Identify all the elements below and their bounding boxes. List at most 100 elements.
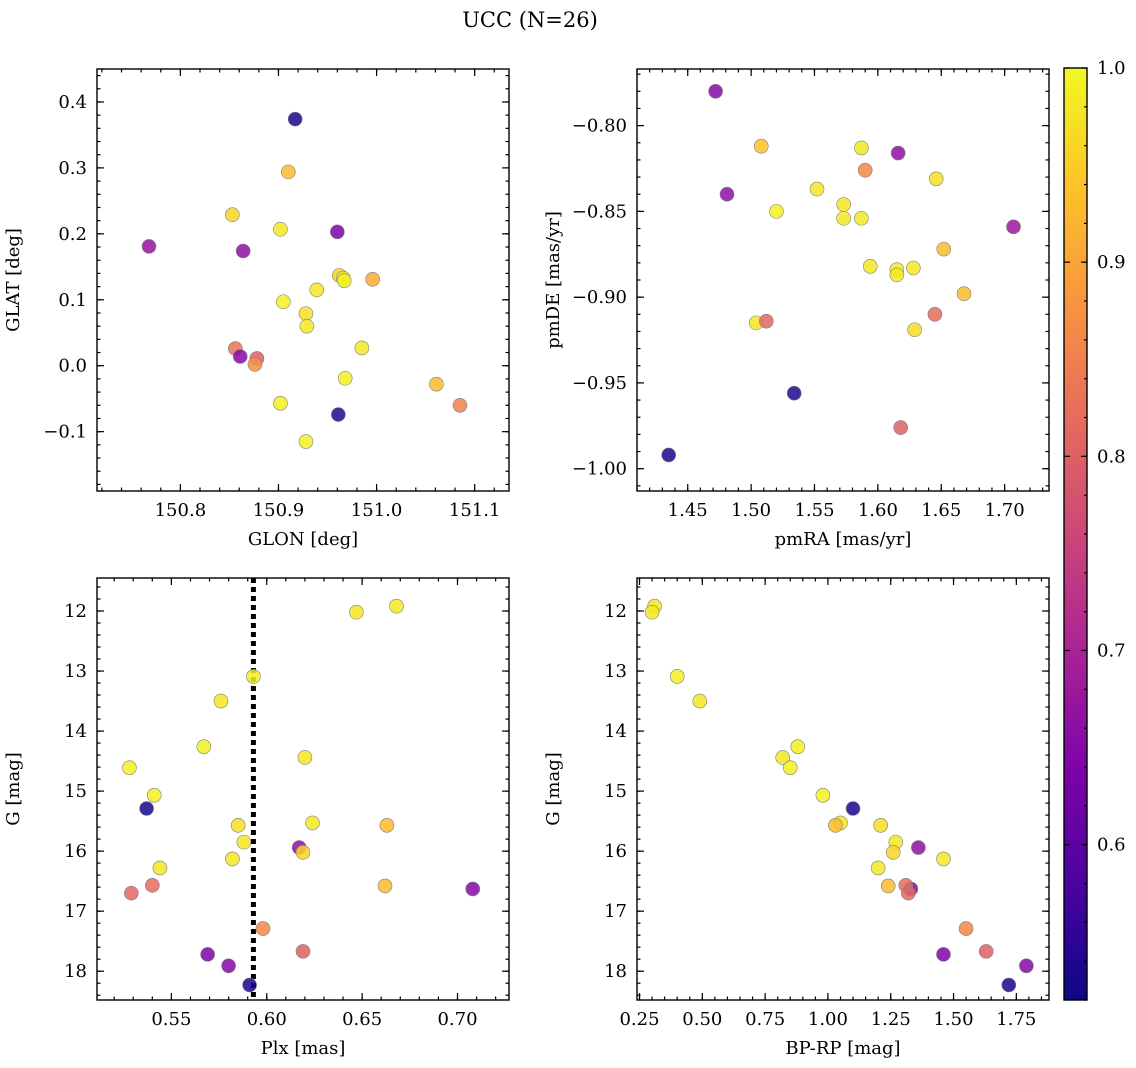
y-tick-label: 0.3 xyxy=(58,158,87,179)
x-tick-label: 151.1 xyxy=(449,500,501,521)
x-tick-label: 0.50 xyxy=(682,1009,722,1030)
y-axis-label: GLAT [deg] xyxy=(3,228,24,332)
figure-title: UCC (N=26) xyxy=(462,8,598,32)
data-point xyxy=(958,921,974,936)
x-tick-label: 0.75 xyxy=(745,1009,785,1030)
data-point xyxy=(247,357,263,372)
data-point xyxy=(885,845,901,860)
data-point xyxy=(927,307,943,322)
x-tick-label: 1.25 xyxy=(871,1009,911,1030)
data-point xyxy=(280,164,296,180)
panel-1: 150.8 150.9 151.0 151.1 −0.1 0.0 0.1 0.2 0.3 0.4 G… xyxy=(3,68,510,550)
x-tick-label: 1.60 xyxy=(858,500,898,521)
data-point xyxy=(246,669,261,684)
data-point xyxy=(145,878,160,893)
y-tick-label: 12 xyxy=(64,601,87,622)
x-tick-label: 1.75 xyxy=(996,1009,1036,1030)
y-tick-label: −1.00 xyxy=(572,459,627,480)
data-point xyxy=(936,851,951,867)
data-point xyxy=(1019,958,1034,974)
y-tick-label: 17 xyxy=(604,901,627,922)
data-point xyxy=(298,434,314,449)
data-point xyxy=(295,845,311,860)
data-point xyxy=(845,801,861,816)
y-axis-label: pmDE [mas/yr] xyxy=(543,211,564,349)
x-axis-label: GLON [deg] xyxy=(248,529,358,550)
colorbar-tick-label: 0.8 xyxy=(1097,446,1126,467)
data-point xyxy=(936,241,952,257)
x-tick-label: 1.70 xyxy=(985,500,1025,521)
data-point xyxy=(854,140,869,156)
data-point xyxy=(452,397,468,413)
y-tick-label: 16 xyxy=(64,841,87,862)
data-point xyxy=(978,944,994,959)
data-point xyxy=(276,294,291,310)
panel-4: 0.25 0.50 0.75 1.00 1.25 1.50 1.75 12 13 14 15 16 17… xyxy=(543,577,1050,1059)
data-point xyxy=(196,739,212,754)
data-point xyxy=(719,186,735,202)
data-point xyxy=(782,760,798,775)
data-point xyxy=(429,376,444,392)
data-point xyxy=(330,224,345,240)
y-tick-label: 16 xyxy=(604,841,627,862)
x-tick-label: 0.70 xyxy=(437,1009,477,1030)
data-point xyxy=(146,788,162,803)
y-tick-label: 12 xyxy=(604,601,627,622)
data-point xyxy=(354,340,370,356)
y-tick-label: 0.0 xyxy=(58,356,87,377)
data-point xyxy=(911,840,926,855)
data-point xyxy=(152,860,168,876)
data-point xyxy=(225,851,240,867)
x-tick-label: 1.65 xyxy=(921,500,961,521)
data-point xyxy=(890,145,906,161)
data-point xyxy=(893,420,908,435)
data-point xyxy=(124,885,139,901)
data-point xyxy=(297,750,313,765)
data-point xyxy=(692,693,708,709)
data-point xyxy=(389,598,404,614)
data-point xyxy=(365,272,380,287)
y-tick-label: 13 xyxy=(604,661,627,682)
y-axis-label: G [mag] xyxy=(3,752,24,825)
data-point xyxy=(379,818,395,833)
data-point xyxy=(255,921,271,936)
data-point xyxy=(305,815,320,831)
data-point xyxy=(928,171,944,187)
colorbar-tick-label: 1.0 xyxy=(1097,58,1126,79)
y-tick-label: −0.95 xyxy=(572,373,627,394)
y-tick-label: 0.2 xyxy=(58,224,87,245)
data-point xyxy=(465,881,481,897)
axes-frame xyxy=(96,577,510,1001)
panel-2: 1.45 1.50 1.55 1.60 1.65 1.70 −1.00 −0.95 −0.90 −… xyxy=(543,68,1050,550)
data-point xyxy=(1006,219,1021,235)
x-tick-label: 150.8 xyxy=(155,500,207,521)
y-tick-label: 15 xyxy=(604,781,627,802)
data-point xyxy=(235,243,251,259)
data-point xyxy=(200,947,215,962)
data-point xyxy=(644,604,660,620)
colorbar: 0.6 0.7 0.8 0.9 1.0 xyxy=(1063,58,1126,1001)
y-tick-label: −0.80 xyxy=(572,116,627,137)
y-tick-label: 13 xyxy=(64,661,87,682)
axes-frame xyxy=(96,68,510,492)
data-point xyxy=(331,407,346,422)
y-tick-label: −0.90 xyxy=(572,287,627,308)
data-point xyxy=(299,318,315,334)
data-point xyxy=(295,944,311,959)
x-tick-label: 1.50 xyxy=(731,500,771,521)
y-tick-label: 0.4 xyxy=(58,92,87,113)
data-point xyxy=(759,313,774,329)
data-point xyxy=(122,760,137,775)
data-point xyxy=(854,210,869,226)
data-point xyxy=(769,204,784,219)
data-point xyxy=(1001,977,1017,993)
x-tick-label: 1.55 xyxy=(794,500,834,521)
x-tick-label: 0.55 xyxy=(151,1009,191,1030)
data-point xyxy=(287,111,303,127)
y-tick-label: 17 xyxy=(64,901,87,922)
data-point xyxy=(790,739,806,754)
data-point xyxy=(880,878,896,894)
data-point xyxy=(936,947,951,962)
axes-frame xyxy=(636,577,1050,1001)
